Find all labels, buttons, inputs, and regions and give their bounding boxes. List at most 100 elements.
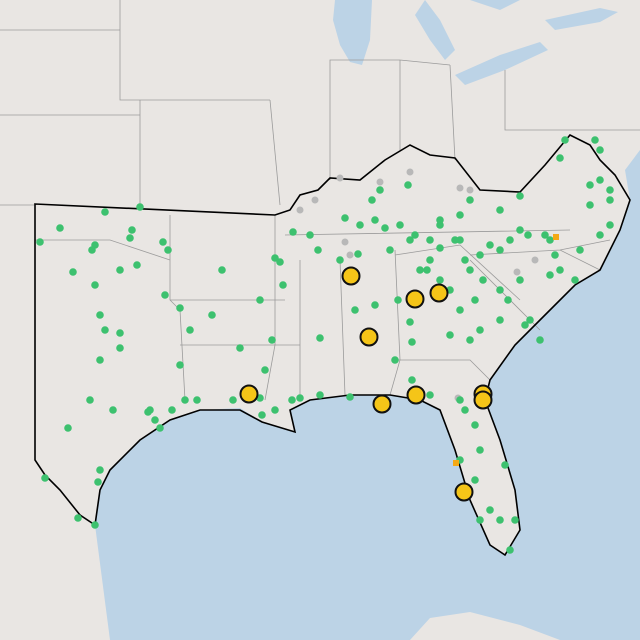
green-marker — [86, 396, 94, 404]
green-marker — [289, 228, 297, 236]
green-marker — [336, 256, 344, 264]
green-marker — [91, 281, 99, 289]
green-marker — [396, 221, 404, 229]
gray-marker — [311, 196, 319, 204]
gray-marker — [531, 256, 539, 264]
green-marker — [356, 221, 364, 229]
lake-top — [470, 0, 520, 10]
green-marker — [144, 408, 152, 416]
green-marker — [116, 329, 124, 337]
green-marker — [416, 266, 424, 274]
green-marker — [456, 211, 464, 219]
orange-marker — [553, 234, 559, 240]
green-marker — [586, 181, 594, 189]
green-marker — [486, 241, 494, 249]
green-marker — [351, 306, 359, 314]
green-marker — [316, 334, 324, 342]
green-marker — [471, 476, 479, 484]
green-marker — [476, 326, 484, 334]
green-marker — [496, 286, 504, 294]
green-marker — [516, 226, 524, 234]
yellow-marker — [372, 394, 392, 414]
green-marker — [596, 231, 604, 239]
yellow-marker — [473, 390, 493, 410]
green-marker — [109, 406, 117, 414]
green-marker — [218, 266, 226, 274]
green-marker — [411, 231, 419, 239]
green-marker — [406, 318, 414, 326]
green-marker — [426, 236, 434, 244]
yellow-marker — [454, 482, 474, 502]
green-marker — [506, 546, 514, 554]
green-marker — [556, 266, 564, 274]
green-marker — [426, 391, 434, 399]
green-marker — [511, 516, 519, 524]
green-marker — [446, 331, 454, 339]
green-marker — [268, 336, 276, 344]
green-marker — [208, 311, 216, 319]
green-marker — [276, 258, 284, 266]
green-marker — [501, 461, 509, 469]
green-marker — [423, 266, 431, 274]
green-marker — [408, 376, 416, 384]
green-marker — [279, 281, 287, 289]
green-marker — [456, 396, 464, 404]
green-marker — [391, 356, 399, 364]
green-marker — [466, 336, 474, 344]
green-marker — [371, 301, 379, 309]
lake-ontario — [545, 8, 618, 30]
green-marker — [506, 236, 514, 244]
green-marker — [229, 396, 237, 404]
green-marker — [486, 506, 494, 514]
green-marker — [536, 336, 544, 344]
green-marker — [136, 203, 144, 211]
green-marker — [386, 246, 394, 254]
green-marker — [524, 231, 532, 239]
green-marker — [354, 250, 362, 258]
green-marker — [561, 136, 569, 144]
green-marker — [341, 214, 349, 222]
orange-marker — [453, 460, 459, 466]
green-marker — [296, 394, 304, 402]
green-marker — [476, 446, 484, 454]
green-marker — [606, 186, 614, 194]
green-marker — [156, 424, 164, 432]
yellow-marker — [405, 289, 425, 309]
green-marker — [41, 474, 49, 482]
green-marker — [606, 221, 614, 229]
green-marker — [159, 238, 167, 246]
green-marker — [256, 296, 264, 304]
green-marker — [316, 391, 324, 399]
green-marker — [69, 268, 77, 276]
gray-marker — [406, 168, 414, 176]
green-marker — [88, 246, 96, 254]
green-marker — [466, 266, 474, 274]
state-borders — [0, 0, 640, 401]
green-marker — [381, 224, 389, 232]
green-marker — [436, 216, 444, 224]
green-marker — [128, 226, 136, 234]
gray-marker — [341, 238, 349, 246]
green-marker — [596, 176, 604, 184]
yellow-marker — [341, 266, 361, 286]
green-marker — [556, 154, 564, 162]
gray-marker — [296, 206, 304, 214]
green-marker — [408, 338, 416, 346]
green-marker — [586, 201, 594, 209]
green-marker — [64, 424, 72, 432]
green-marker — [476, 251, 484, 259]
green-marker — [456, 306, 464, 314]
green-marker — [496, 206, 504, 214]
green-marker — [96, 356, 104, 364]
green-marker — [346, 393, 354, 401]
cuba — [410, 612, 560, 640]
green-marker — [471, 421, 479, 429]
green-marker — [368, 196, 376, 204]
gray-marker — [466, 186, 474, 194]
green-marker — [193, 396, 201, 404]
green-marker — [436, 276, 444, 284]
yellow-marker — [239, 384, 259, 404]
green-marker — [94, 478, 102, 486]
green-marker — [96, 311, 104, 319]
